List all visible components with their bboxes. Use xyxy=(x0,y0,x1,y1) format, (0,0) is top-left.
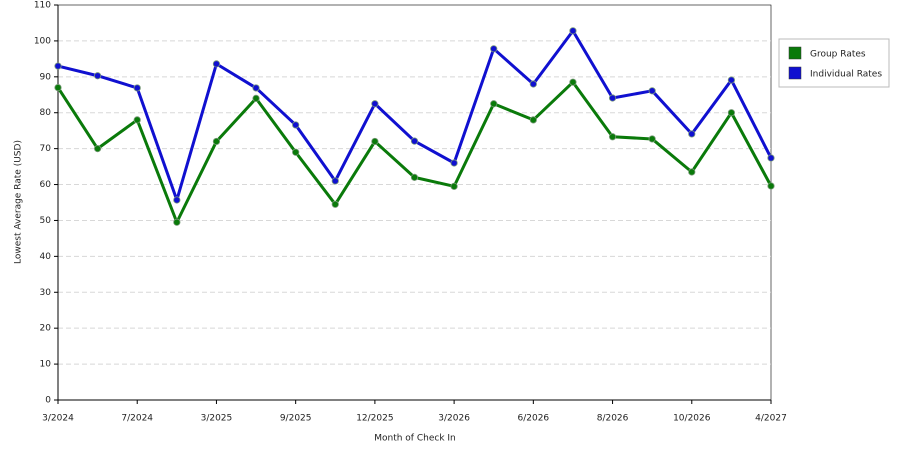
y-tick-label: 100 xyxy=(34,36,51,46)
data-point xyxy=(292,121,300,129)
y-tick-label: 30 xyxy=(40,288,52,298)
y-tick-label: 80 xyxy=(40,108,52,118)
legend-label: Group Rates xyxy=(810,50,866,60)
x-tick-label: 6/2026 xyxy=(517,414,549,424)
data-point xyxy=(767,182,775,190)
data-point xyxy=(410,173,419,181)
x-tick-label: 4/2027 xyxy=(755,414,787,424)
data-point xyxy=(133,116,141,124)
y-tick-label: 10 xyxy=(40,360,52,370)
data-point xyxy=(648,135,656,143)
x-tick-label: 3/2026 xyxy=(438,414,470,424)
x-axis-title: Month of Check In xyxy=(374,434,456,444)
x-tick-label: 12/2025 xyxy=(356,414,393,424)
data-point xyxy=(569,78,577,86)
data-point xyxy=(212,60,221,68)
data-point xyxy=(371,137,379,146)
data-point xyxy=(490,45,498,53)
data-point xyxy=(450,159,458,167)
y-tick-label: 20 xyxy=(40,324,52,334)
legend-swatch xyxy=(788,66,802,80)
legend-box xyxy=(778,38,890,88)
y-tick-label: 90 xyxy=(40,72,52,82)
data-point xyxy=(688,130,696,138)
y-tick-label: 70 xyxy=(40,144,52,154)
data-point xyxy=(133,84,141,92)
data-point xyxy=(173,218,181,226)
legend-label: Individual Rates xyxy=(810,70,882,80)
x-tick-label: 3/2024 xyxy=(42,414,74,424)
data-point xyxy=(648,87,656,95)
x-tick-label: 10/2026 xyxy=(673,414,711,424)
x-tick-label: 7/2024 xyxy=(121,414,153,424)
data-point xyxy=(450,182,458,190)
data-point xyxy=(767,154,775,162)
x-tick-label: 3/2025 xyxy=(201,414,233,424)
data-point xyxy=(529,80,537,88)
data-point xyxy=(490,100,498,108)
legend-swatch xyxy=(788,46,802,60)
data-point xyxy=(608,94,617,102)
data-point xyxy=(54,62,62,70)
y-tick-label: 60 xyxy=(40,180,52,190)
data-point xyxy=(173,196,181,204)
y-tick-label: 110 xyxy=(34,1,51,11)
data-point xyxy=(94,145,102,153)
data-point xyxy=(252,84,260,92)
data-point xyxy=(371,100,379,108)
y-axis-title: Lowest Average Rate (USD) xyxy=(14,140,24,264)
data-point xyxy=(331,200,339,208)
data-point xyxy=(608,133,617,141)
y-tick-label: 0 xyxy=(45,396,51,406)
data-point xyxy=(212,137,221,146)
data-point xyxy=(727,76,735,84)
data-point xyxy=(569,27,577,35)
plot-area xyxy=(57,4,772,401)
data-point xyxy=(688,168,696,176)
y-tick-label: 40 xyxy=(40,252,52,262)
data-point xyxy=(727,109,735,117)
x-tick-label: 9/2025 xyxy=(280,414,312,424)
data-point xyxy=(331,177,339,185)
data-point xyxy=(94,72,102,80)
data-point xyxy=(410,137,419,145)
data-point xyxy=(529,116,537,124)
data-point xyxy=(252,94,260,102)
data-point xyxy=(54,83,62,92)
data-point xyxy=(292,148,300,156)
x-tick-label: 8/2026 xyxy=(597,414,629,424)
y-tick-label: 50 xyxy=(40,216,52,226)
